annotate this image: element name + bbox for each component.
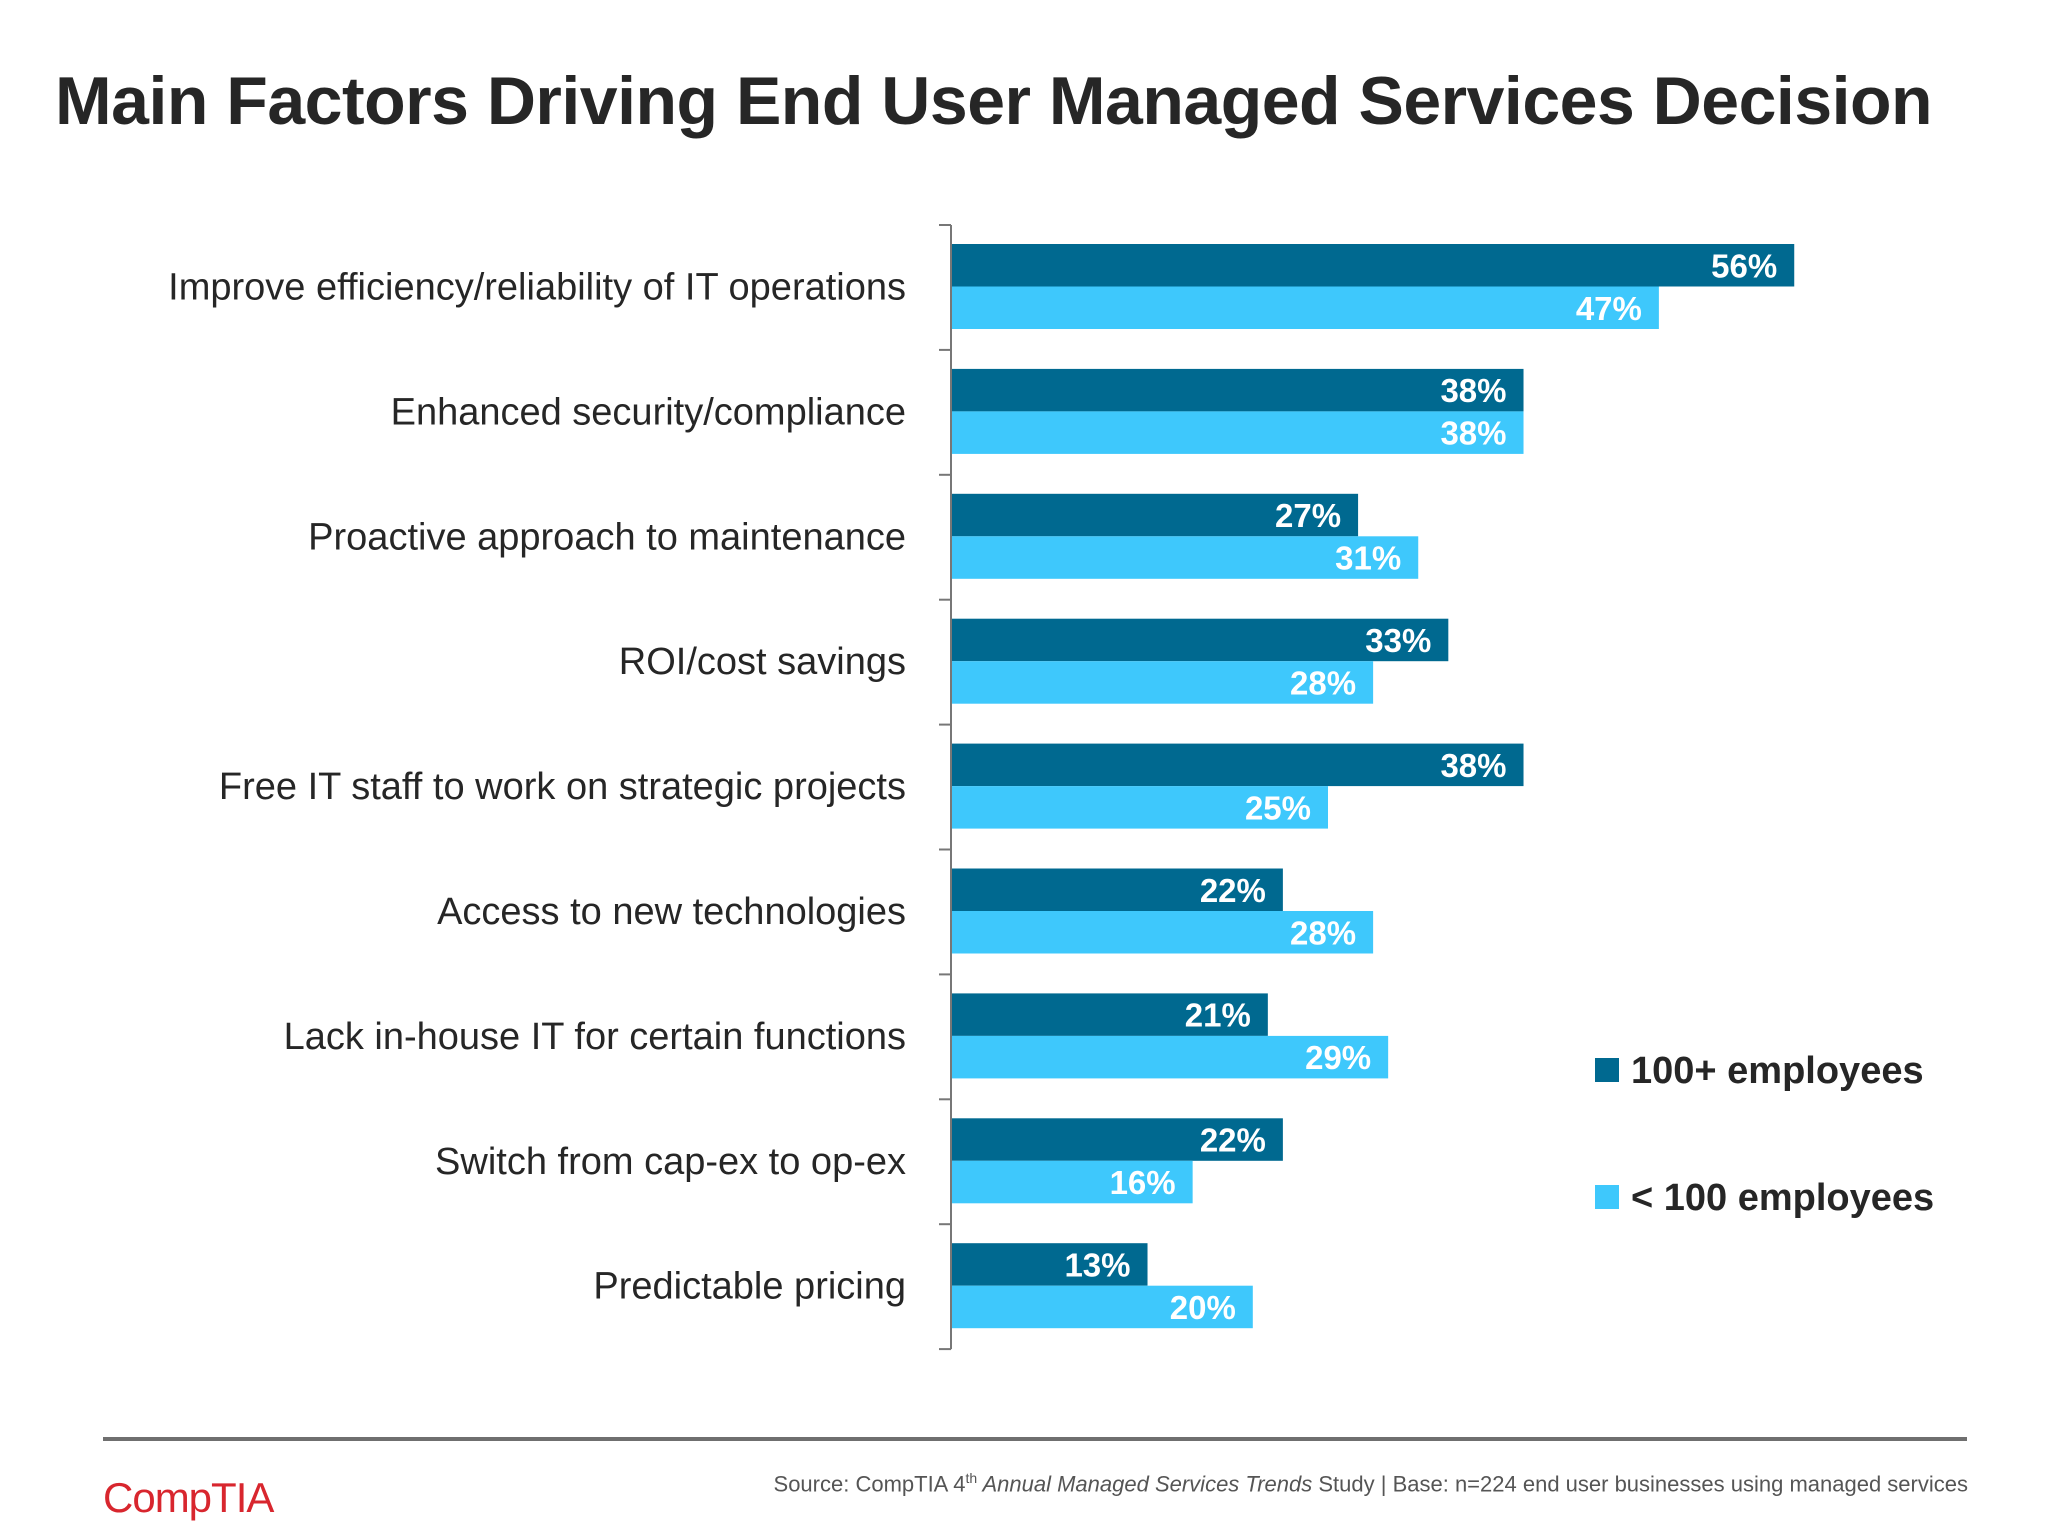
data-label: 13% — [1064, 1246, 1130, 1283]
source-study-name: Annual Managed Services Trends — [977, 1471, 1313, 1497]
category-label: Access to new technologies — [437, 891, 906, 933]
bar — [952, 1035, 1389, 1079]
bar — [952, 536, 1419, 579]
data-label: 56% — [1711, 247, 1777, 284]
data-label: 16% — [1110, 1164, 1176, 1201]
data-label: 21% — [1185, 997, 1251, 1034]
data-label: 29% — [1305, 1039, 1371, 1076]
bar — [952, 661, 1374, 704]
data-label: 31% — [1335, 540, 1401, 577]
category-label: Free IT staff to work on strategic proje… — [219, 766, 906, 808]
bar — [952, 411, 1524, 454]
data-label: 47% — [1576, 290, 1642, 327]
category-label: Enhanced security/compliance — [391, 391, 906, 433]
bar — [952, 1243, 1148, 1286]
data-label: 33% — [1365, 622, 1431, 659]
bar — [952, 618, 1449, 662]
data-label: 28% — [1290, 914, 1356, 951]
data-label: 20% — [1170, 1289, 1236, 1326]
data-label: 25% — [1245, 789, 1311, 826]
data-label: 38% — [1440, 372, 1506, 409]
bar — [952, 1285, 1253, 1329]
data-label: 38% — [1440, 415, 1506, 452]
data-label: 27% — [1275, 497, 1341, 534]
category-label: Proactive approach to maintenance — [308, 516, 906, 558]
source-sup: th — [965, 1470, 978, 1486]
legend-swatch — [1595, 1185, 1619, 1209]
source-prefix: Source: CompTIA 4 — [773, 1471, 966, 1497]
category-label: Predictable pricing — [593, 1266, 906, 1308]
bar — [952, 368, 1524, 412]
bar — [952, 868, 1283, 911]
footer-divider — [103, 1437, 1967, 1441]
source-suffix: Study | Base: n=224 end user businesses … — [1312, 1471, 1968, 1497]
category-label: Switch from cap-ex to op-ex — [435, 1141, 906, 1183]
bar — [952, 493, 1359, 537]
chart-title: Main Factors Driving End User Managed Se… — [55, 63, 1933, 139]
bar — [952, 743, 1524, 787]
bar — [952, 286, 1659, 329]
bar — [952, 244, 1795, 287]
source-note: Source: CompTIA 4th Annual Managed Servi… — [774, 1470, 1968, 1497]
data-label: 22% — [1200, 1122, 1266, 1159]
data-label: 22% — [1200, 872, 1266, 909]
data-label: 28% — [1290, 664, 1356, 701]
data-label: 38% — [1440, 747, 1506, 784]
category-label: ROI/cost savings — [619, 641, 906, 683]
bar — [952, 993, 1268, 1036]
bar — [952, 911, 1374, 954]
bar — [952, 1118, 1283, 1161]
category-label: Lack in-house IT for certain functions — [284, 1016, 906, 1058]
legend-label: 100+ employees — [1631, 1050, 1924, 1092]
legend-swatch — [1595, 1058, 1619, 1082]
legend-label: < 100 employees — [1631, 1177, 1934, 1219]
comptia-logo: CompTIA — [103, 1474, 274, 1521]
bar — [952, 1160, 1193, 1204]
bar — [952, 786, 1328, 829]
category-label: Improve efficiency/reliability of IT ope… — [168, 267, 906, 309]
